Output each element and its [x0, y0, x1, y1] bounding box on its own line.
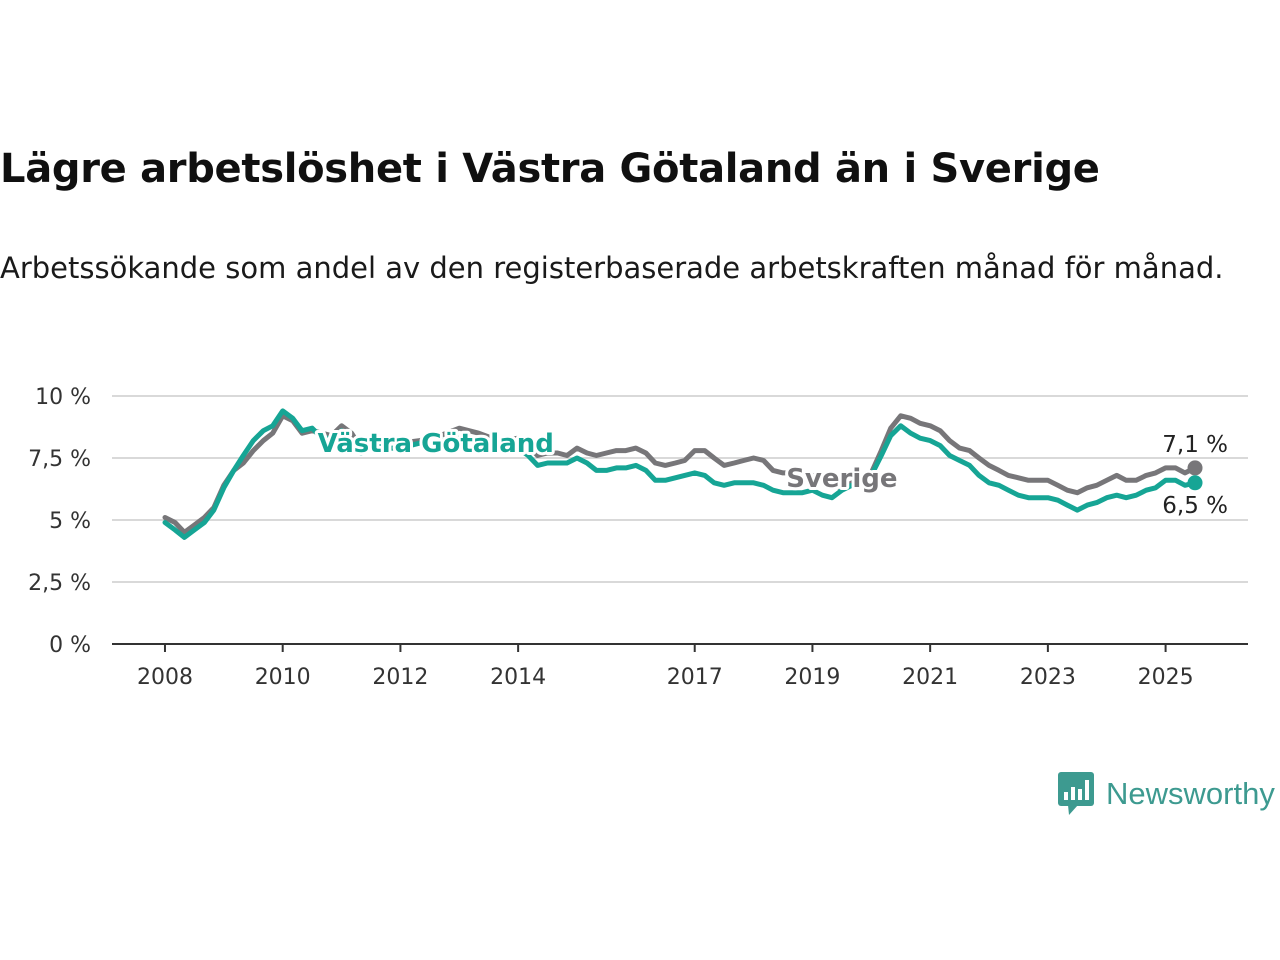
- y-axis-tick-labels: 0 % 2,5 % 5 % 7,5 % 10 %: [28, 385, 91, 658]
- series-line: [162, 408, 1198, 540]
- brand-name: Newsworthy: [1106, 776, 1275, 811]
- grid-lines: [112, 395, 1248, 583]
- y-tick-label: 7,5 %: [28, 447, 91, 472]
- x-tick-label: 2010: [255, 665, 311, 690]
- y-tick-label: 5 %: [49, 509, 91, 534]
- x-tick-label: 2019: [784, 665, 840, 690]
- x-tick-label: 2014: [490, 665, 546, 690]
- series-labels: 7,1 % 6,5 % Sverige Västra Götaland: [315, 426, 1230, 521]
- series-end-point: [1187, 460, 1203, 476]
- end-value-label: 7,1 %: [1162, 432, 1228, 458]
- x-tick-label: 2017: [667, 665, 723, 690]
- bar-chart-speech-bubble-icon: [1058, 772, 1094, 815]
- x-tick-label: 2023: [1020, 665, 1076, 690]
- series-line: [162, 413, 1198, 535]
- end-value-label: 6,5 %: [1162, 493, 1228, 519]
- series-name-label: Sverige: [786, 464, 897, 494]
- y-tick-label: 2,5 %: [28, 571, 91, 596]
- x-axis: 2008 2010 2012 2014 2017 2019 2021 2023 2025: [112, 643, 1248, 690]
- x-tick-label: 2021: [902, 665, 958, 690]
- y-tick-label: 0 %: [49, 633, 91, 658]
- chart-title: Lägre arbetslöshet i Västra Götaland än …: [0, 146, 1100, 192]
- newsworthy-logo: Newsworthy: [1058, 772, 1275, 816]
- series-lines: [162, 408, 1203, 540]
- y-tick-label: 10 %: [35, 385, 91, 410]
- x-tick-label: 2025: [1138, 665, 1194, 690]
- chart-subtitle: Arbetssökande som andel av den registerb…: [0, 251, 1224, 285]
- x-tick-label: 2012: [372, 665, 428, 690]
- x-tick-label: 2008: [137, 665, 193, 690]
- series-name-label: Västra Götaland: [318, 429, 554, 459]
- series-end-point: [1187, 475, 1203, 491]
